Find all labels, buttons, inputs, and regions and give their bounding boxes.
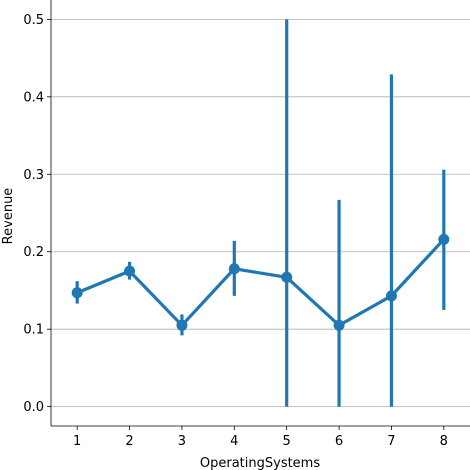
- y-tick-label: 0.0: [23, 400, 44, 415]
- y-axis-label: Revenue: [1, 188, 16, 245]
- series-line: [75, 237, 446, 327]
- data-point: [333, 319, 345, 331]
- x-tick-label: 6: [335, 434, 343, 449]
- data-point: [176, 319, 188, 331]
- x-tick-label: 3: [178, 434, 186, 449]
- x-tick-label: 8: [440, 434, 448, 449]
- data-point: [71, 287, 83, 299]
- x-tick-label: 4: [230, 434, 238, 449]
- y-tick-label: 0.4: [23, 90, 44, 105]
- y-tick-label: 0.3: [23, 168, 44, 183]
- point-layer: [71, 233, 450, 331]
- data-point: [281, 271, 293, 283]
- data-point: [385, 290, 397, 302]
- grid-layer: [51, 18, 470, 408]
- data-point: [124, 265, 136, 277]
- x-tick-label: 7: [387, 434, 395, 449]
- y-tick-label: 0.1: [23, 323, 44, 338]
- tick-layer: 0.0 0.1 0.2 0.3 0.4 0.5 1 2 3 4 5 6 7 8: [23, 13, 448, 449]
- axis-layer: [50, 0, 470, 427]
- x-tick-label: 5: [283, 434, 291, 449]
- data-point: [438, 233, 450, 245]
- line-layer: [75, 237, 446, 327]
- y-tick-label: 0.2: [23, 245, 44, 260]
- x-axis-label: OperatingSystems: [200, 456, 320, 470]
- y-tick-label: 0.5: [23, 13, 44, 28]
- x-tick-label: 2: [125, 434, 133, 449]
- errorbar-layer: [75, 19, 446, 407]
- x-tick-label: 1: [73, 434, 81, 449]
- data-point: [228, 263, 240, 275]
